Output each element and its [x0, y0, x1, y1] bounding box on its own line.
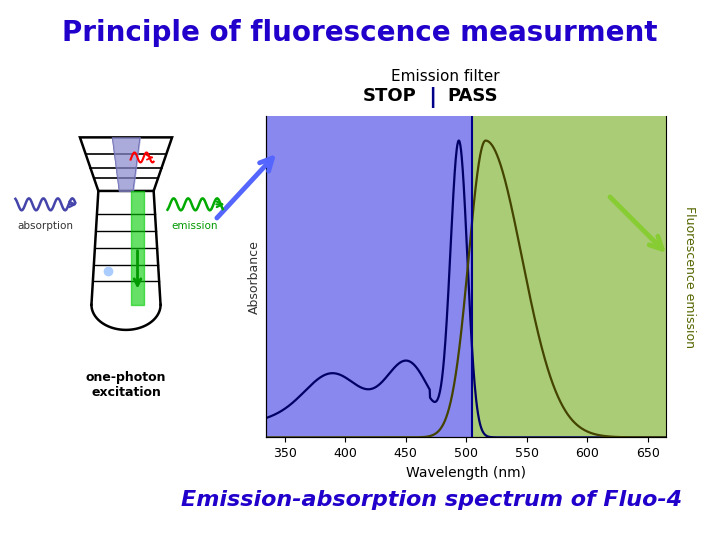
- Y-axis label: Absorbance: Absorbance: [248, 240, 261, 314]
- Text: |: |: [428, 87, 436, 108]
- Text: Emission-absorption spectrum of Fluo-4: Emission-absorption spectrum of Fluo-4: [181, 490, 683, 510]
- Bar: [472, 116, 666, 437]
- Text: emission: emission: [172, 221, 218, 231]
- Text: STOP: STOP: [362, 87, 416, 105]
- Y-axis label: Fluorescence emission: Fluorescence emission: [683, 206, 696, 348]
- Text: Emission filter: Emission filter: [391, 69, 499, 84]
- Text: one-photon
excitation: one-photon excitation: [86, 370, 166, 399]
- Text: absorption: absorption: [17, 221, 73, 231]
- Text: Principle of fluorescence measurment: Principle of fluorescence measurment: [62, 19, 658, 47]
- Bar: [266, 116, 472, 437]
- Text: PASS: PASS: [448, 87, 498, 105]
- X-axis label: Wavelength (nm): Wavelength (nm): [406, 465, 526, 480]
